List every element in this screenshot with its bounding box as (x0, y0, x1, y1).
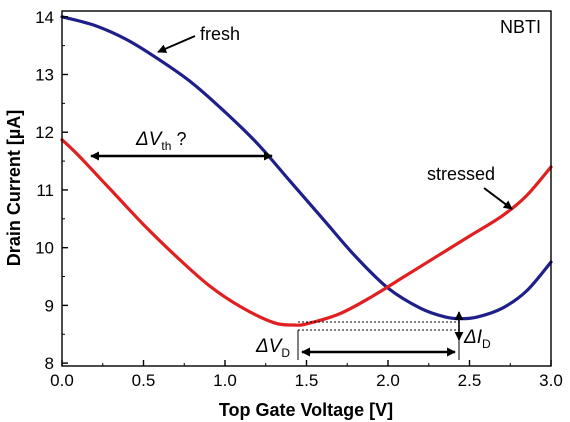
x-tick-label: 0.0 (50, 371, 74, 390)
x-axis-title: Top Gate Voltage [V] (219, 400, 393, 420)
series-line-fresh (60, 15, 553, 321)
y-tick-label: 8 (45, 354, 54, 373)
y-tick-label: 9 (45, 296, 54, 315)
x-axis-ticks: 0.0 0.5 1.0 1.5 2.0 2.5 3.0 (50, 360, 563, 390)
x-tick-label: 2.0 (376, 371, 400, 390)
delta-vd-label: ΔVD (255, 336, 290, 360)
stressed-label: stressed (427, 164, 495, 184)
plot-frame (61, 10, 552, 367)
stressed-arrow (483, 187, 513, 210)
delta-id-label: ΔID (463, 327, 491, 351)
series-line-stressed (60, 138, 553, 327)
y-axis-ticks: 8 9 10 11 12 13 14 (35, 8, 68, 373)
y-tick-label: 13 (35, 65, 54, 84)
y-axis-title: Drain Current [µA] (4, 110, 24, 266)
x-tick-label: 1.0 (213, 371, 237, 390)
fresh-label: fresh (200, 24, 240, 44)
fresh-arrow (157, 35, 196, 53)
y-tick-label: 10 (35, 239, 54, 258)
nbti-label: NBTI (500, 17, 541, 37)
y-tick-label: 11 (36, 181, 54, 200)
x-tick-label: 3.0 (539, 371, 563, 390)
delta-vth-label: ΔVth ? (135, 129, 186, 153)
x-tick-label: 1.5 (295, 371, 319, 390)
x-tick-label: 2.5 (458, 371, 482, 390)
x-tick-label: 0.5 (132, 371, 156, 390)
y-tick-label: 12 (35, 123, 54, 142)
y-tick-label: 14 (35, 8, 54, 27)
